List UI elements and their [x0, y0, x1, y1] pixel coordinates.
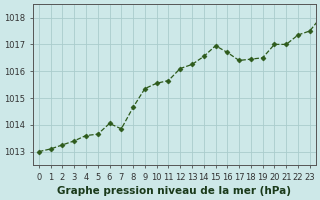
X-axis label: Graphe pression niveau de la mer (hPa): Graphe pression niveau de la mer (hPa)	[57, 186, 291, 196]
